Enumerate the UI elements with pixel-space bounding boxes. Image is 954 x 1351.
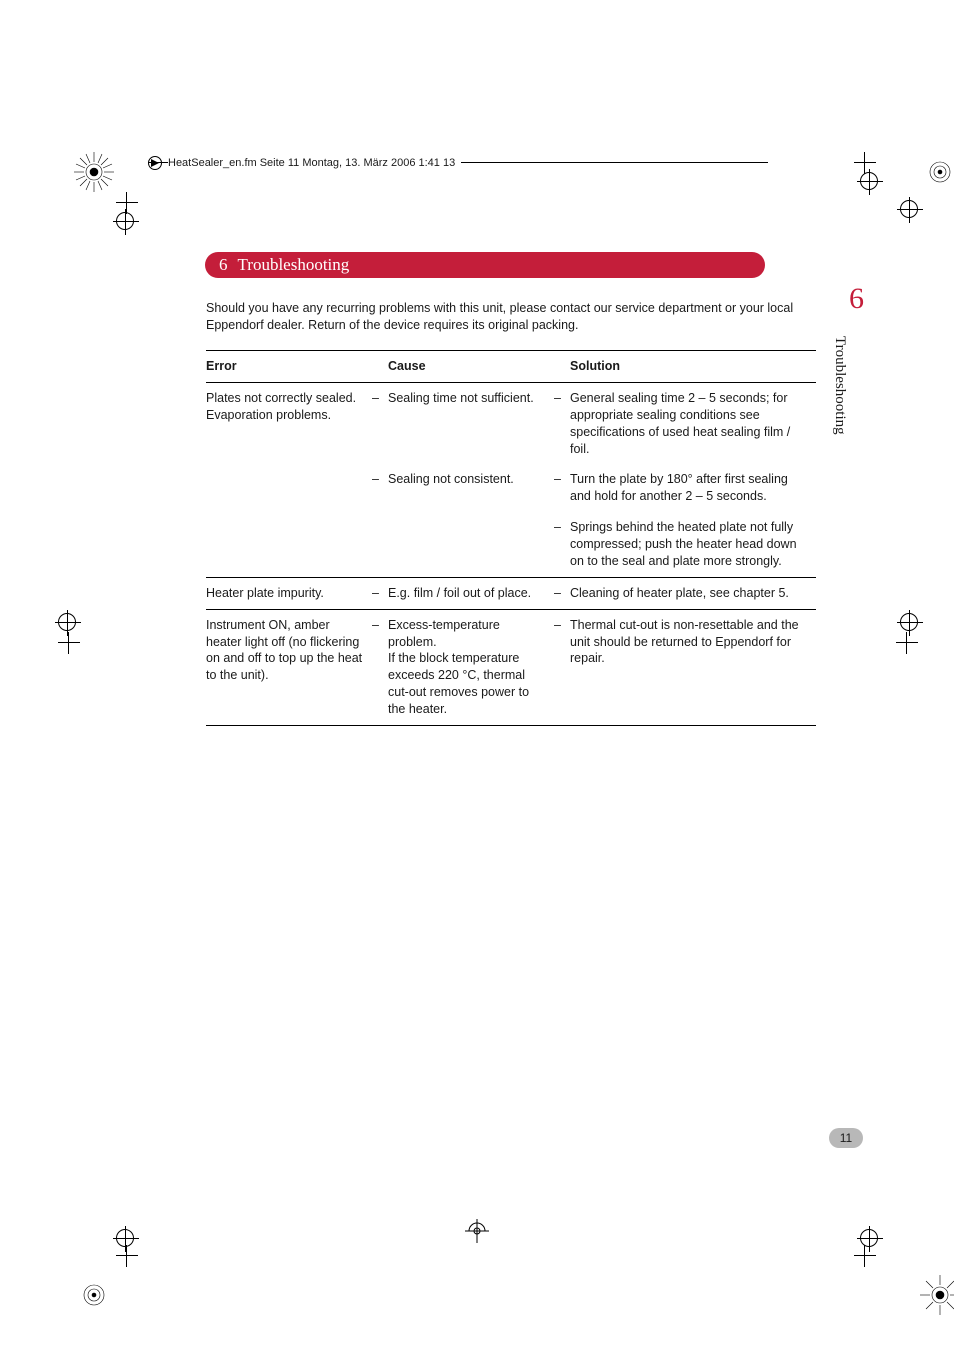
cell-error: Heater plate impurity. — [206, 577, 372, 609]
section-heading: 6 Troubleshooting — [205, 252, 765, 278]
header-file-info: HeatSealer_en.fm Seite 11 Montag, 13. Mä… — [168, 157, 461, 169]
cell-cause: Sealing time not sufficient. — [388, 382, 554, 464]
th-cause: Cause — [388, 351, 554, 383]
cell-dash: – — [554, 512, 570, 577]
crop-target-tr — [860, 172, 878, 190]
cell-error: Instrument ON, amber heater light off (n… — [206, 609, 372, 725]
crop-crosshair — [116, 192, 138, 214]
crop-crosshair-r-mid — [896, 632, 918, 654]
crop-crosshair-br — [854, 1245, 876, 1267]
cell-dash: – — [554, 609, 570, 725]
section-title: Troubleshooting — [238, 255, 350, 275]
cell-dash: – — [554, 577, 570, 609]
cell-solution: Turn the plate by 180° after first seali… — [570, 464, 816, 512]
page-number: 11 — [840, 1131, 852, 1145]
cell-error — [206, 512, 372, 577]
th-blank1 — [372, 351, 388, 383]
crop-crosshair-tr — [854, 152, 876, 174]
cell-solution: Springs behind the heated plate not full… — [570, 512, 816, 577]
cell-cause: Excess-temperature problem. If the block… — [388, 609, 554, 725]
cell-dash: – — [372, 382, 388, 464]
crop-crosshair-bl — [116, 1245, 138, 1267]
cell-dash: – — [372, 609, 388, 725]
th-error: Error — [206, 351, 372, 383]
cell-cause: E.g. film / foil out of place. — [388, 577, 554, 609]
table-row: Plates not correctly sealed. Evaporation… — [206, 382, 816, 464]
cell-solution: Thermal cut-out is non-resettable and th… — [570, 609, 816, 725]
header-arrow-icon — [148, 156, 162, 170]
table-row: Instrument ON, amber heater light off (n… — [206, 609, 816, 725]
table-header-row: Error Cause Solution — [206, 351, 816, 383]
cell-dash: – — [554, 382, 570, 464]
intro-paragraph: Should you have any recurring problems w… — [206, 300, 816, 334]
cell-cause — [388, 512, 554, 577]
th-solution: Solution — [570, 351, 816, 383]
cell-error: Plates not correctly sealed. Evaporation… — [206, 382, 372, 464]
table-row: –Springs behind the heated plate not ful… — [206, 512, 816, 577]
th-blank2 — [554, 351, 570, 383]
crop-target-r-mid — [900, 613, 918, 631]
cell-error — [206, 464, 372, 512]
crop-target-r1 — [900, 200, 918, 218]
section-side-label: Troubleshooting — [831, 336, 848, 435]
section-big-number: 6 — [849, 282, 864, 316]
cell-dash: – — [372, 464, 388, 512]
crop-target — [116, 212, 134, 230]
page-number-badge: 11 — [829, 1128, 863, 1148]
crop-center-bottom — [465, 1219, 489, 1243]
troubleshooting-table: Error Cause Solution Plates not correctl… — [206, 350, 816, 726]
cell-dash: – — [554, 464, 570, 512]
crop-target-l-mid — [58, 613, 76, 631]
cell-solution: Cleaning of heater plate, see chapter 5. — [570, 577, 816, 609]
cell-dash — [372, 512, 388, 577]
table-row: –Sealing not consistent.–Turn the plate … — [206, 464, 816, 512]
cell-cause: Sealing not consistent. — [388, 464, 554, 512]
cell-dash: – — [372, 577, 388, 609]
print-header-line: HeatSealer_en.fm Seite 11 Montag, 13. Mä… — [148, 162, 768, 170]
section-number: 6 — [219, 255, 228, 275]
crop-crosshair-l-mid — [58, 632, 80, 654]
table-row: Heater plate impurity.–E.g. film / foil … — [206, 577, 816, 609]
cell-solution: General sealing time 2 – 5 seconds; for … — [570, 382, 816, 464]
